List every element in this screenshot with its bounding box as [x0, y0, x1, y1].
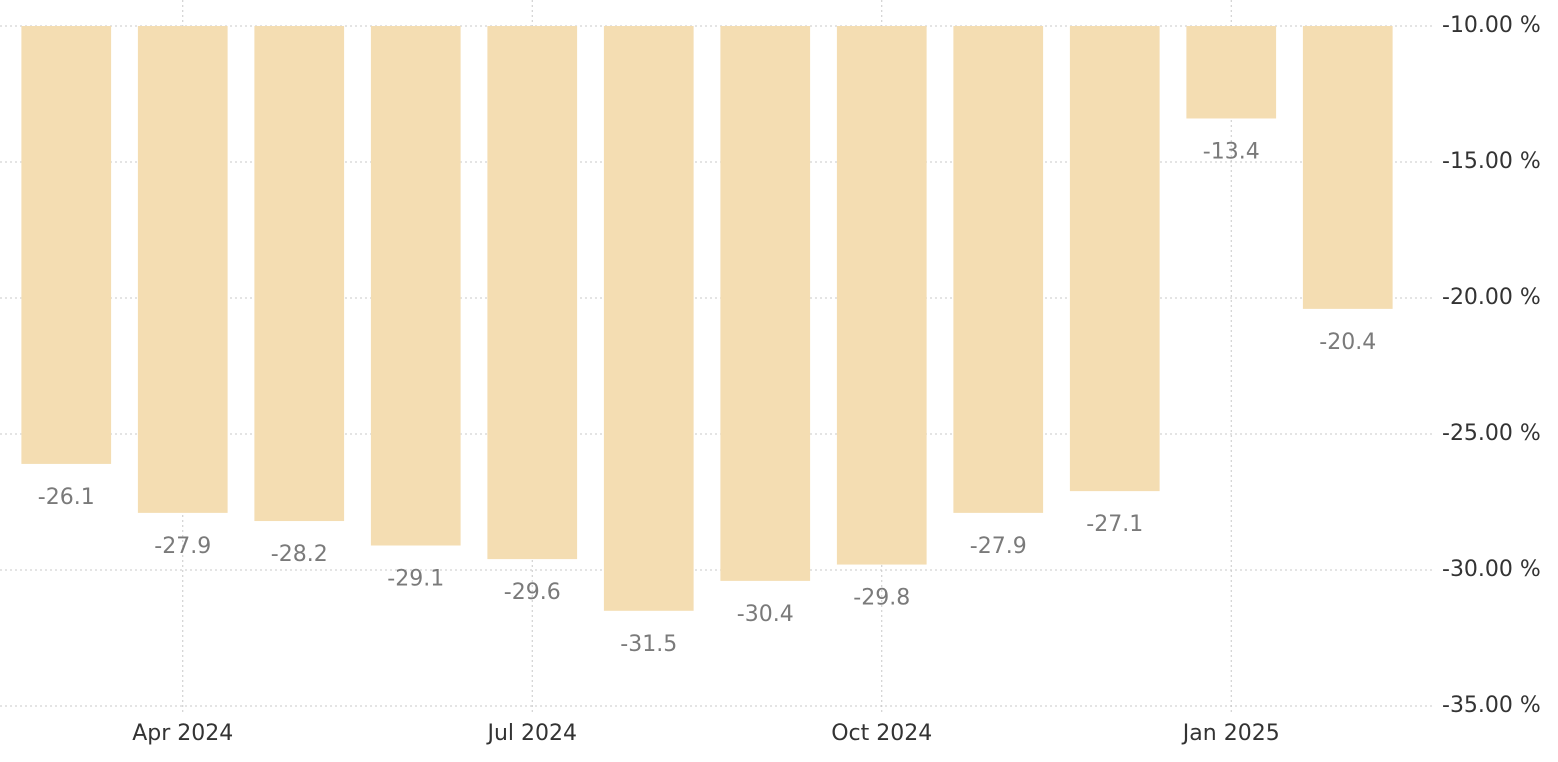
- bar: [953, 26, 1044, 513]
- value-label: -29.6: [504, 580, 561, 605]
- value-label: -29.8: [853, 586, 910, 611]
- bar: [1302, 26, 1393, 309]
- value-label: -30.4: [737, 602, 794, 627]
- bar: [1186, 26, 1277, 119]
- y-tick-label: -20.00 %: [1442, 285, 1541, 310]
- x-tick-label: Oct 2024: [831, 721, 932, 746]
- value-label: -26.1: [38, 485, 95, 510]
- value-label: -28.2: [271, 542, 328, 567]
- y-tick-label: -30.00 %: [1442, 557, 1541, 582]
- bar: [1069, 26, 1160, 492]
- y-tick-label: -15.00 %: [1442, 149, 1541, 174]
- bar: [720, 26, 811, 581]
- value-label: -20.4: [1319, 330, 1376, 355]
- value-label: -27.9: [154, 534, 211, 559]
- bar: [370, 26, 461, 546]
- value-label: -27.9: [970, 534, 1027, 559]
- y-tick-label: -10.00 %: [1442, 13, 1541, 38]
- value-label: -27.1: [1086, 512, 1143, 537]
- bar: [487, 26, 578, 560]
- y-tick-label: -25.00 %: [1442, 421, 1541, 446]
- y-tick-label: -35.00 %: [1442, 693, 1541, 718]
- value-label: -31.5: [620, 632, 677, 657]
- x-tick-label: Jan 2025: [1181, 721, 1280, 746]
- bar: [603, 26, 694, 611]
- x-tick-label: Apr 2024: [132, 721, 233, 746]
- bar: [836, 26, 927, 565]
- value-label: -13.4: [1203, 139, 1260, 164]
- bar: [21, 26, 112, 464]
- value-label: -29.1: [387, 567, 444, 592]
- bar: [137, 26, 228, 513]
- x-tick-label: Jul 2024: [485, 721, 577, 746]
- bar: [254, 26, 345, 522]
